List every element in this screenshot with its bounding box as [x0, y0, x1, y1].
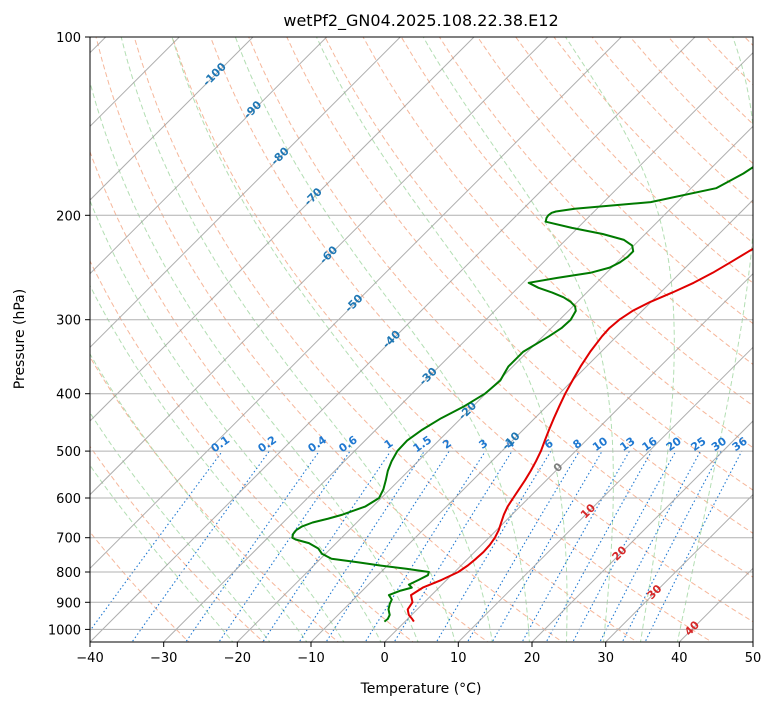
pressure-grid — [90, 37, 753, 642]
isotherm-line — [90, 37, 254, 201]
isotherm-line — [90, 37, 402, 349]
isotherm-line — [531, 420, 753, 642]
isotherm-line — [310, 199, 753, 642]
dry-adiabat — [95, 37, 564, 642]
x-tick-label: −30 — [150, 651, 177, 666]
y-tick-label: 1000 — [48, 623, 81, 638]
dry-adiabat — [438, 37, 753, 366]
mixing-ratio-line — [298, 450, 425, 642]
mixing-ratio-line — [466, 450, 580, 642]
y-tick-label: 600 — [56, 492, 81, 507]
isotherm-line — [90, 37, 623, 570]
x-tick-label: 30 — [597, 651, 614, 666]
mixing-ratio-line — [262, 450, 392, 642]
isotherm-line — [90, 37, 475, 422]
mixing-ratio-line — [572, 450, 677, 642]
dry-adiabat — [90, 150, 489, 642]
mixing-ratio-line — [185, 450, 320, 642]
y-tick-label: 500 — [56, 445, 81, 460]
x-tick-label: 40 — [671, 651, 688, 666]
sounding-profiles — [291, 165, 753, 623]
y-tick-label: 100 — [56, 31, 81, 46]
isotherm-line — [162, 51, 753, 642]
temperature-profile — [406, 247, 753, 623]
moist-adiabat — [90, 464, 234, 642]
isotherm-line — [604, 493, 753, 642]
y-axis-label: Pressure (hPa) — [12, 289, 28, 389]
moist-adiabat — [90, 411, 271, 642]
mixing-ratio-line — [218, 450, 351, 642]
isotherm-line — [457, 346, 753, 642]
y-tick-label: 800 — [56, 566, 81, 581]
x-tick-label: 10 — [450, 651, 467, 666]
mixing-ratio-line — [599, 450, 701, 642]
isotherm-line — [383, 272, 753, 642]
dry-adiabat — [90, 445, 265, 642]
mixing-ratio-line — [393, 450, 513, 642]
chart-title: wetPf2_GN04.2025.108.22.38.E12 — [283, 11, 558, 31]
y-tick-label: 700 — [56, 532, 81, 547]
dry-adiabat — [324, 37, 753, 491]
axis-ticks: −40 −30 −20 −10 0 10 20 30 40 50 100 200 300 400 500 60… — [48, 31, 761, 666]
y-tick-label: 900 — [56, 596, 81, 611]
x-tick-label: −40 — [76, 651, 103, 666]
mixing-ratio-line — [325, 450, 450, 642]
mixing-ratio-line — [621, 450, 722, 642]
dewpoint-profile — [291, 165, 753, 623]
mixing-ratio-line — [131, 450, 270, 642]
isotherm-line — [90, 37, 549, 496]
dry-adiabat — [90, 356, 339, 642]
dry-adiabat — [477, 37, 753, 325]
x-tick-label: 20 — [524, 651, 541, 666]
x-axis-label: Temperature (°C) — [360, 681, 482, 697]
mixing-ratio-line — [90, 450, 223, 632]
y-tick-label: 400 — [56, 388, 81, 403]
dry-adiabat — [286, 37, 753, 534]
x-tick-label: 0 — [381, 651, 389, 666]
x-tick-label: −10 — [297, 651, 324, 666]
isotherm-line — [236, 125, 753, 642]
y-tick-label: 300 — [56, 314, 81, 329]
isotherm-line — [90, 37, 696, 642]
x-tick-label: 50 — [745, 651, 762, 666]
y-tick-label: 200 — [56, 209, 81, 224]
x-tick-label: −20 — [224, 651, 251, 666]
isotherm-line — [752, 641, 753, 642]
plot-frame — [89, 36, 754, 643]
dry-adiabat — [362, 37, 753, 449]
isotherm-line — [90, 37, 328, 275]
plot-background — [90, 37, 753, 642]
